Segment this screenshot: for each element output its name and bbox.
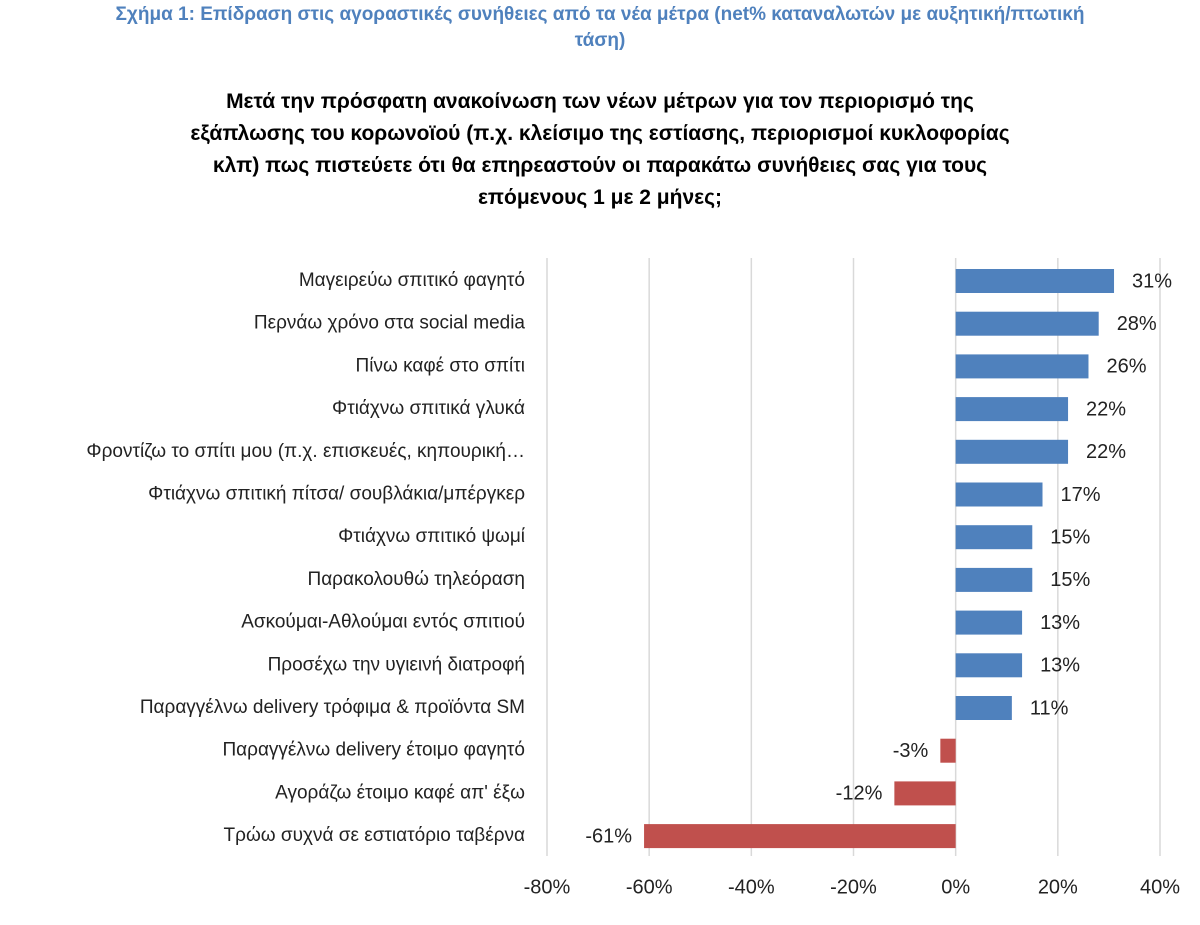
bar — [955, 397, 1069, 422]
data-label: 11% — [1030, 697, 1069, 719]
category-label: Πίνω καφέ στο σπίτι — [356, 355, 525, 376]
data-label: -12% — [836, 783, 883, 805]
x-tick-label: -80% — [524, 876, 571, 898]
bar — [955, 696, 1012, 720]
x-tick-label: 0% — [941, 876, 970, 898]
x-tick-label: -60% — [626, 876, 673, 898]
data-label: 26% — [1106, 356, 1146, 378]
data-label: 17% — [1061, 484, 1101, 506]
category-label: Φτιάχνω σπιτικά γλυκά — [332, 398, 525, 419]
x-tick-label: -40% — [728, 876, 775, 898]
category-label: Μαγειρεύω σπιτικό φαγητό — [299, 270, 525, 291]
category-label: Παραγγέλνω delivery τρόφιμα & προϊόντα S… — [140, 697, 525, 718]
data-label: 28% — [1117, 313, 1157, 335]
category-label: Παρακολουθώ τηλεόραση — [307, 569, 525, 590]
bar — [955, 354, 1089, 379]
data-label: 13% — [1040, 655, 1080, 677]
x-tick-label: -20% — [830, 876, 877, 898]
category-label: Περνάω χρόνο στα social media — [254, 313, 526, 334]
bar — [644, 824, 956, 849]
category-label: Φτιάχνω σπιτική πίτσα/ σουβλάκια/μπέργκε… — [148, 484, 525, 505]
data-label: 15% — [1050, 526, 1090, 548]
data-label: 22% — [1086, 441, 1126, 463]
data-label: -3% — [893, 740, 929, 762]
bar — [955, 610, 1023, 635]
bar — [955, 311, 1099, 336]
data-label: 31% — [1132, 270, 1172, 292]
data-label: 15% — [1050, 569, 1090, 591]
category-label: Φροντίζω το σπίτι μου (π.χ. επισκευές, κ… — [86, 441, 525, 462]
figure-title: Σχήμα 1: Επίδραση στις αγοραστικές συνήθ… — [115, 4, 1085, 51]
bar — [894, 781, 956, 806]
category-label: Αγοράζω έτοιμο καφέ απ' έξω — [275, 782, 525, 803]
bar — [955, 653, 1023, 678]
bar — [955, 439, 1069, 464]
x-tick-label: 40% — [1140, 876, 1180, 898]
bar — [955, 567, 1033, 592]
data-label: 13% — [1040, 612, 1080, 634]
bar — [940, 738, 956, 763]
category-label: Προσέχω την υγιεινή διατροφή — [268, 654, 525, 675]
data-label: -61% — [585, 825, 632, 847]
x-tick-label: 20% — [1038, 876, 1078, 898]
category-label: Φτιάχνω σπιτικό ψωμί — [338, 526, 526, 547]
bar — [955, 525, 1033, 550]
data-label: 22% — [1086, 398, 1126, 420]
bar — [955, 482, 1043, 507]
category-label: Ασκούμαι-Αθλούμαι εντός σπιτιού — [241, 612, 525, 633]
category-label: Παραγγέλνω delivery έτοιμο φαγητό — [222, 740, 525, 761]
chart-question: Μετά την πρόσφατη ανακοίνωση των νέων μέ… — [190, 90, 1010, 209]
bar — [955, 269, 1115, 293]
category-label: Τρώω συχνά σε εστιατόριο ταβέρνα — [224, 825, 525, 846]
